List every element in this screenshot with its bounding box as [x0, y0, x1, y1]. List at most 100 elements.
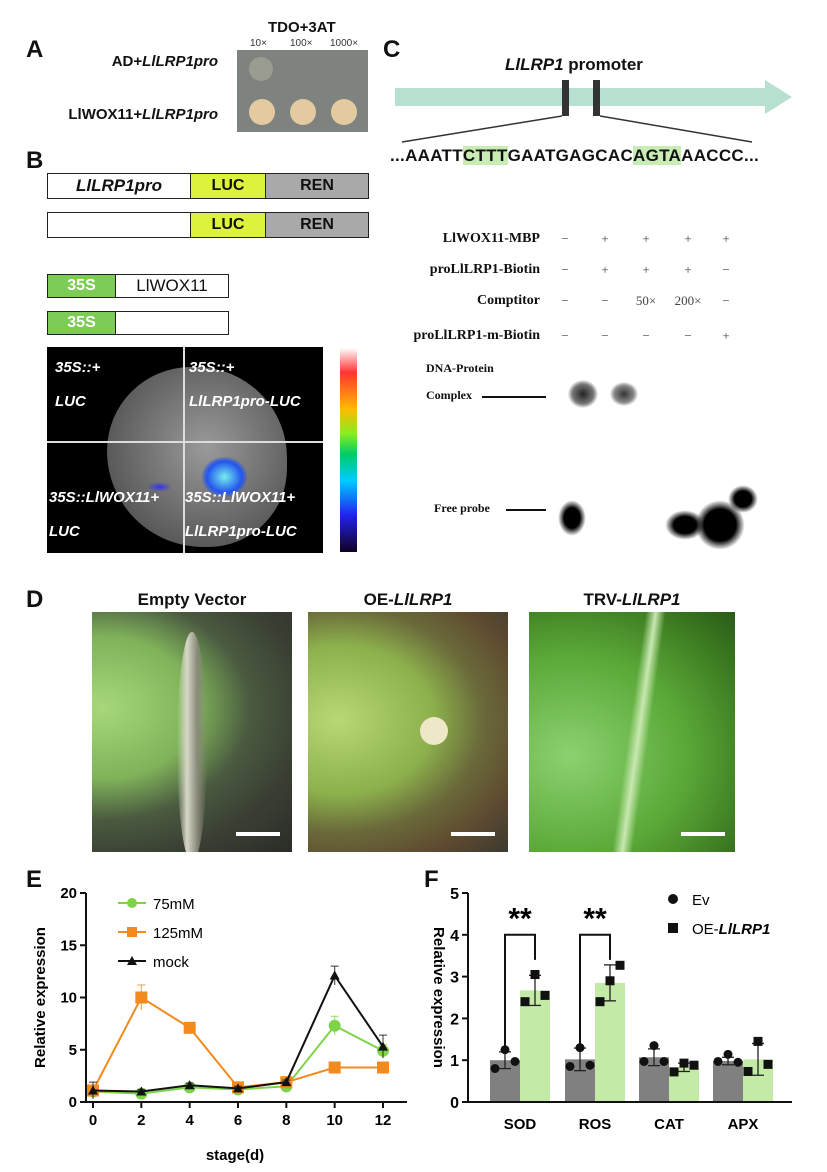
colony — [249, 99, 275, 125]
data-point-mock — [184, 1080, 195, 1090]
y-tick-label: 0 — [450, 1095, 459, 1112]
complex-label-1: DNA-Protein — [426, 361, 494, 375]
replicate-point — [679, 1058, 689, 1068]
significance-bracket — [579, 933, 611, 1046]
y-tick-label: 0 — [69, 1094, 77, 1111]
color-scale-bar — [340, 348, 357, 552]
divider — [47, 441, 323, 443]
x-tick-label: 12 — [375, 1112, 392, 1129]
emsa-lane-value: − — [601, 293, 609, 308]
data-point-125mM — [328, 1061, 341, 1074]
tissue-edge — [177, 632, 207, 852]
legend-label: Ev — [692, 892, 710, 909]
x-tick-label: 2 — [137, 1112, 145, 1129]
promoter-title: LlLRP1 promoter — [505, 55, 643, 74]
y-tick-label: 5 — [69, 1042, 77, 1059]
replicate-point — [649, 1041, 659, 1051]
tissue-edge — [612, 612, 666, 852]
x-tick-label: SOD — [504, 1116, 537, 1133]
scale-bar — [681, 832, 725, 836]
photo-oe — [308, 612, 508, 852]
replicate-point — [510, 1056, 520, 1066]
zoom-line-left — [401, 115, 563, 143]
promoter-diagram — [395, 80, 792, 143]
emsa-lane-value: + — [601, 231, 609, 246]
promoter-sequence: ...AAATTCTTTGAATGAGCACAGTAAACCC... — [390, 146, 760, 165]
row-label-wox11: LlWOX11+LlLRP1pro — [68, 106, 218, 123]
colony — [290, 99, 316, 125]
replicate-point — [575, 1043, 585, 1053]
emsa-lane-value: + — [684, 262, 692, 277]
emsa-lane-value: 50× — [635, 293, 657, 308]
panel-label-f: F — [424, 866, 439, 893]
replicate-point — [669, 1067, 679, 1077]
quadrant-label-1: 35S::+ LUC — [55, 359, 101, 410]
legend-marker — [127, 956, 137, 965]
quadrant-label-4: 35S::LlWOX11+ LlLRP1pro-LUC — [185, 489, 297, 540]
data-point-75mM — [328, 1019, 341, 1032]
data-point-mock — [329, 970, 340, 980]
y-tick-label: 1 — [450, 1053, 459, 1070]
emsa-lane-value: − — [561, 293, 569, 308]
replicate-point — [713, 1056, 723, 1066]
emsa-lane-value: 200× — [674, 293, 702, 308]
data-point-mock — [136, 1086, 147, 1096]
x-tick-label: 6 — [234, 1112, 242, 1129]
y-tick-label: 10 — [60, 990, 77, 1007]
scale-bar — [451, 832, 495, 836]
replicate-point — [723, 1049, 733, 1059]
bar-APX-Ev — [713, 1061, 743, 1102]
emsa-lane-value: − — [561, 231, 569, 246]
effector2-empty — [115, 311, 229, 335]
x-tick-label: CAT — [654, 1116, 684, 1133]
emsa-lane-value: + — [601, 262, 609, 277]
panel-label-e: E — [26, 866, 43, 893]
bar-SOD-OE- — [520, 990, 550, 1102]
photo-title-ev: Empty Vector — [137, 590, 247, 609]
luminescence-signal-weak — [147, 482, 172, 492]
replicate-point — [639, 1056, 649, 1066]
emsa-lane-value: − — [642, 328, 650, 343]
replicate-point — [530, 970, 540, 980]
scale-bar — [236, 832, 280, 836]
y-tick-label: 5 — [450, 886, 459, 903]
x-tick-label: APX — [728, 1116, 759, 1133]
complex-label-2: Complex — [426, 388, 472, 402]
yeast-plate — [237, 50, 368, 132]
dilution-10: 10× — [250, 38, 267, 49]
colony — [331, 99, 357, 125]
legend-marker — [127, 927, 137, 937]
replicate-point — [689, 1060, 699, 1070]
emsa-row-label: LlWOX11-MBP — [442, 231, 540, 246]
dilution-100: 100× — [290, 38, 313, 49]
replicate-point — [540, 990, 550, 1000]
emsa-lane-value: − — [722, 293, 730, 308]
replicate-point — [753, 1036, 763, 1046]
y-axis-title: Relative expression — [32, 927, 49, 1068]
replicate-point — [605, 976, 615, 986]
legend-marker — [668, 894, 678, 904]
y-tick-label: 3 — [450, 970, 459, 987]
emsa-lane-value: − — [561, 262, 569, 277]
free-probe-band — [728, 485, 758, 513]
replicate-point — [520, 997, 530, 1007]
photo-title-trv: TRV-LlLRP1 — [583, 590, 681, 609]
data-point-mock — [88, 1085, 98, 1095]
effector2-35s: 35S — [47, 311, 116, 335]
replicate-point — [763, 1059, 773, 1069]
data-point-mock — [281, 1077, 292, 1087]
divider — [183, 347, 185, 553]
construct-promoter: LlLRP1pro — [47, 173, 191, 199]
x-tick-label: 0 — [89, 1112, 97, 1129]
y-tick-label: 20 — [60, 885, 77, 902]
bar-chart: SOD ROS CAT APX ** ** 0 1 2 3 4 5 Relative expressio… — [430, 886, 792, 1133]
y-tick-label: 4 — [450, 928, 459, 945]
data-point-125mM — [135, 991, 148, 1004]
replicate-point — [490, 1064, 500, 1074]
binding-site-2 — [593, 80, 600, 116]
significance-bracket — [504, 933, 536, 1046]
y-tick-label: 15 — [60, 937, 77, 954]
data-point-125mM — [377, 1061, 389, 1074]
nodule — [420, 717, 448, 745]
emsa-row-label: proLlLRP1-Biotin — [429, 262, 540, 277]
